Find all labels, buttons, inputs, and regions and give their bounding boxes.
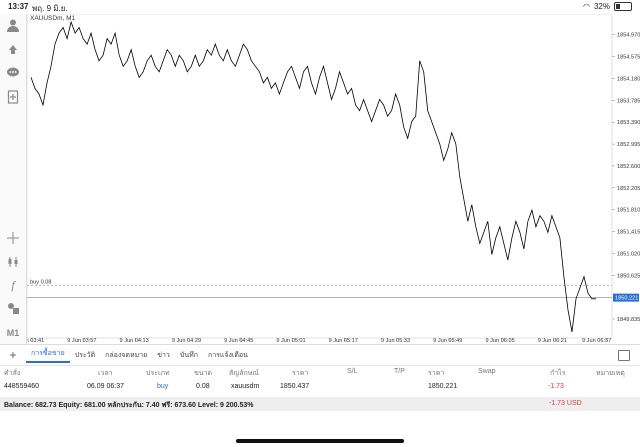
- candlestick-icon[interactable]: [4, 253, 22, 271]
- time-tick-label: 9 Jun 05:49: [433, 338, 462, 344]
- time-axis: 9 Jun 03:41 9 Jun 03:57 9 Jun 04:13 9 Jun 0…: [15, 338, 611, 344]
- time-tick-label: 9 Jun 05:17: [329, 338, 358, 344]
- col-type: ประเภท: [146, 370, 170, 377]
- col-price: ราคา: [428, 370, 445, 377]
- objects-icon[interactable]: [4, 299, 22, 317]
- date: พฤ. 9 มิ.ย.: [32, 4, 68, 13]
- price-tag-label: 1850.221: [615, 296, 638, 302]
- price-tick-label: 1850.625: [617, 273, 640, 279]
- col-sl: S/L: [347, 368, 358, 375]
- price-tick-label: 1854.575: [617, 55, 640, 61]
- current-price-tag: 1850.221: [613, 293, 639, 302]
- col-swap: Swap: [478, 368, 496, 375]
- col-comment: หมายเหตุ: [596, 370, 625, 377]
- price-tick-label: 1852.205: [617, 186, 640, 192]
- crosshair-icon[interactable]: [4, 229, 22, 247]
- col-symbol: สัญลักษณ์: [229, 370, 259, 377]
- time-tick-label: 9 Jun 06:37: [582, 338, 611, 344]
- balance-summary: Balance: 682.73 Equity: 681.00 หลักประกั…: [4, 402, 254, 409]
- home-indicator: [236, 439, 404, 443]
- tab-news[interactable]: ข่าว: [157, 351, 170, 359]
- time-tick-label: 9 Jun 06:05: [485, 338, 514, 344]
- chart-canvas: buy 0.08 1854.970 1854.575 1854.180 1853.78…: [15, 13, 640, 344]
- col-volume: ขนาด: [194, 370, 213, 377]
- price-tick-label: 1853.785: [617, 98, 640, 104]
- price-axis: 1854.970 1854.575 1854.180 1853.785 1853.390…: [612, 33, 640, 323]
- timeframe-label[interactable]: M1: [6, 328, 20, 338]
- col-profit: กำไร: [550, 370, 566, 377]
- cell-order: 448559460: [4, 383, 40, 390]
- battery-icon: [614, 2, 632, 11]
- table-header: คำสั่ง เวลา ประเภท ขนาด สัญลักษณ์ ราคา S…: [0, 365, 640, 379]
- price-line: [30, 20, 596, 333]
- cell-open-price: 1850.437: [280, 383, 310, 390]
- time-tick-label: 9 Jun 03:57: [67, 338, 96, 344]
- toolbox-tabs: + การซื้อขาย ประวัติ กล่องจดหมาย ข่าว บั…: [0, 344, 640, 366]
- order-line-label: buy 0.08: [30, 280, 51, 286]
- price-tag-box: [613, 293, 639, 302]
- indicator-icon[interactable]: f: [11, 277, 15, 292]
- price-tick-label: 1854.180: [617, 76, 640, 82]
- total-profit: -1.73 USD: [549, 400, 582, 407]
- time-tick-label: 9 Jun 06:21: [538, 338, 567, 344]
- add-icon[interactable]: +: [9, 348, 17, 362]
- tab-alerts[interactable]: การแจ้งเตือน: [207, 351, 248, 359]
- status-bar: 13:37 พฤ. 9 มิ.ย. ◠ 32%: [0, 0, 640, 14]
- tab-trade[interactable]: การซื้อขาย: [26, 348, 70, 363]
- time-tick-label: 9 Jun 03:41: [27, 338, 44, 344]
- time-tick-label: 9 Jun 05:33: [381, 338, 410, 344]
- price-tick-label: 1852.600: [617, 164, 640, 170]
- wifi-icon: ◠: [583, 2, 590, 11]
- status-right: ◠ 32%: [583, 2, 632, 11]
- table-row[interactable]: 448559460 06.09 06:37 buy 0.08 xauusdm 1…: [0, 380, 640, 394]
- price-tick-label: 1851.020: [617, 251, 640, 257]
- col-time: เวลา: [98, 370, 113, 377]
- tab-history[interactable]: ประวัติ: [74, 351, 96, 359]
- chart-symbol-label: XAUUSDm, M1: [30, 15, 76, 22]
- tab-journal[interactable]: บันทึก: [179, 351, 198, 359]
- order-line[interactable]: buy 0.08: [27, 280, 612, 298]
- cell-type: buy: [157, 383, 169, 390]
- balance-bar: Balance: 682.73 Equity: 681.00 หลักประกั…: [0, 397, 640, 411]
- trade-icon[interactable]: [4, 40, 22, 58]
- time-tick-label: 9 Jun 04:13: [120, 338, 149, 344]
- time-tick-label: 9 Jun 05:01: [276, 338, 305, 344]
- battery-percent: 32%: [593, 2, 610, 11]
- time-tick-label: 9 Jun 04:29: [172, 338, 201, 344]
- price-tick-label: 1849.835: [617, 317, 640, 323]
- chat-icon[interactable]: [4, 64, 22, 82]
- col-tp: T/P: [394, 368, 405, 375]
- menu-icon[interactable]: [618, 350, 630, 361]
- price-tick-label: 1854.970: [617, 33, 640, 39]
- tab-mailbox[interactable]: กล่องจดหมาย: [105, 351, 148, 359]
- cell-volume: 0.08: [196, 383, 210, 390]
- account-icon[interactable]: [4, 16, 22, 34]
- price-chart[interactable]: buy 0.08 1854.970 1854.575 1854.180 1853.78…: [15, 13, 640, 344]
- cell-price: 1850.221: [428, 383, 458, 390]
- price-series: [30, 20, 596, 333]
- new-document-icon[interactable]: [4, 88, 22, 106]
- price-tick-label: 1851.810: [617, 208, 640, 214]
- time-tick-label: 9 Jun 04:45: [224, 338, 253, 344]
- col-order: คำสั่ง: [4, 370, 21, 377]
- left-toolbar: f M1: [0, 14, 27, 344]
- cell-symbol: xauusdm: [231, 383, 260, 390]
- cell-profit: -1.73: [548, 383, 564, 390]
- price-tick-label: 1851.415: [617, 230, 640, 236]
- price-tick-label: 1852.995: [617, 142, 640, 148]
- col-open-price: ราคา: [292, 370, 309, 377]
- clock: 13:37: [8, 2, 29, 11]
- cell-time: 06.09 06:37: [87, 383, 124, 390]
- price-tick-label: 1853.390: [617, 120, 640, 126]
